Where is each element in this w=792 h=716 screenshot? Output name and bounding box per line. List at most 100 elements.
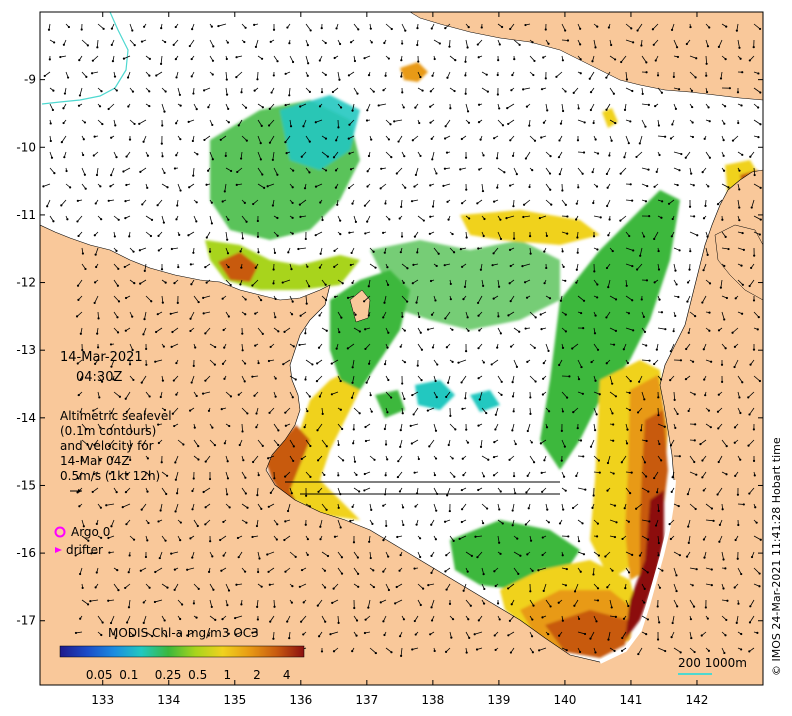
velocity-arrow-head	[741, 153, 744, 156]
velocity-arrow	[513, 551, 521, 557]
velocity-arrow	[443, 183, 451, 187]
velocity-arrow-head	[547, 633, 550, 636]
velocity-arrow-head	[282, 363, 285, 366]
velocity-arrow-head	[677, 295, 680, 299]
velocity-arrow-head	[352, 541, 356, 544]
velocity-arrow	[415, 167, 419, 176]
velocity-arrow-head	[321, 412, 324, 415]
velocity-arrow-head	[268, 141, 272, 144]
velocity-arrow-head	[632, 249, 635, 252]
velocity-arrow-head	[267, 359, 271, 363]
velocity-arrow	[161, 487, 167, 495]
velocity-arrow	[76, 311, 83, 317]
velocity-arrow-head	[367, 74, 371, 77]
velocity-arrow	[78, 471, 83, 479]
velocity-arrow-head	[628, 408, 632, 412]
velocity-arrow	[720, 279, 723, 288]
velocity-arrow-head	[645, 61, 648, 64]
velocity-arrow	[428, 439, 435, 447]
velocity-arrow-head	[685, 347, 688, 351]
velocity-arrow-head	[131, 348, 134, 352]
velocity-arrow	[257, 119, 263, 127]
velocity-arrow-head	[562, 475, 566, 478]
velocity-arrow-head	[318, 266, 321, 269]
velocity-arrow-head	[141, 444, 144, 447]
velocity-arrow-head	[703, 137, 706, 140]
velocity-arrow-head	[341, 282, 344, 285]
velocity-arrow	[427, 407, 435, 411]
velocity-arrow-head	[722, 169, 726, 172]
velocity-arrow-head	[354, 220, 357, 223]
velocity-arrow-head	[631, 553, 634, 556]
velocity-arrow-head	[671, 476, 674, 479]
velocity-arrow-head	[355, 619, 359, 622]
velocity-arrow-head	[276, 216, 279, 220]
velocity-arrow	[209, 583, 214, 590]
velocity-arrow-head	[118, 395, 122, 398]
velocity-arrow-head	[382, 539, 385, 542]
velocity-arrow-head	[100, 536, 103, 540]
scale-bar: 200 1000m	[678, 656, 747, 675]
velocity-arrow-head	[758, 27, 762, 31]
velocity-arrow-head	[558, 634, 561, 637]
velocity-arrow	[672, 615, 675, 624]
velocity-arrow	[493, 247, 499, 254]
velocity-arrow	[445, 311, 451, 319]
velocity-arrow	[657, 135, 666, 138]
velocity-arrow-head	[724, 347, 727, 350]
velocity-arrow-head	[487, 458, 490, 461]
velocity-arrow-head	[576, 426, 579, 430]
velocity-arrow-head	[422, 219, 425, 222]
velocity-arrow-head	[143, 318, 146, 321]
velocity-arrow-head	[170, 247, 173, 251]
velocity-arrow	[353, 567, 359, 575]
velocity-arrow	[657, 535, 660, 544]
velocity-arrow-head	[507, 587, 510, 590]
velocity-arrow-head	[316, 604, 319, 607]
velocity-arrow-head	[320, 650, 324, 653]
velocity-arrow-head	[593, 270, 596, 273]
velocity-arrow-head	[702, 348, 705, 351]
velocity-arrow-head	[543, 282, 546, 285]
velocity-arrow-head	[50, 156, 54, 159]
velocity-arrow-head	[685, 42, 688, 46]
velocity-arrow-head	[110, 43, 113, 46]
velocity-arrow-head	[370, 41, 373, 44]
velocity-arrow	[737, 39, 740, 48]
velocity-arrow-head	[125, 621, 129, 624]
velocity-arrow	[606, 167, 611, 175]
velocity-arrow-head	[244, 492, 247, 495]
velocity-arrow-head	[337, 474, 340, 477]
velocity-arrow-head	[497, 315, 500, 318]
velocity-arrow-head	[82, 153, 85, 157]
velocity-arrow-head	[335, 27, 338, 30]
velocity-arrow-head	[454, 428, 457, 431]
velocity-arrow-head	[337, 126, 340, 129]
velocity-arrow-head	[62, 121, 65, 125]
velocity-arrow-head	[110, 412, 113, 415]
chl-east-coast-darkred	[625, 490, 664, 640]
velocity-arrow-head	[143, 269, 146, 272]
velocity-arrow-head	[240, 91, 243, 94]
lat-tick-label: -16	[16, 546, 36, 560]
velocity-arrow-head	[736, 493, 740, 496]
velocity-arrow-head	[522, 88, 525, 91]
velocity-arrow-head	[582, 151, 586, 154]
velocity-arrow-head	[227, 315, 230, 318]
velocity-arrow-head	[211, 123, 214, 127]
velocity-arrow-head	[357, 585, 360, 588]
velocity-arrow	[257, 327, 264, 335]
velocity-arrow-head	[580, 365, 583, 369]
velocity-arrow-head	[669, 350, 672, 353]
velocity-arrow-head	[174, 25, 177, 29]
velocity-arrow-head	[79, 332, 82, 335]
velocity-arrow-head	[142, 621, 145, 624]
velocity-arrow-head	[373, 458, 376, 461]
velocity-arrow-head	[722, 139, 725, 142]
velocity-arrow-head	[660, 311, 664, 314]
velocity-arrow	[401, 391, 405, 400]
velocity-arrow-head	[81, 252, 85, 255]
velocity-arrow-head	[449, 107, 452, 110]
velocity-arrow-head	[174, 478, 177, 481]
velocity-arrow-head	[390, 156, 393, 159]
